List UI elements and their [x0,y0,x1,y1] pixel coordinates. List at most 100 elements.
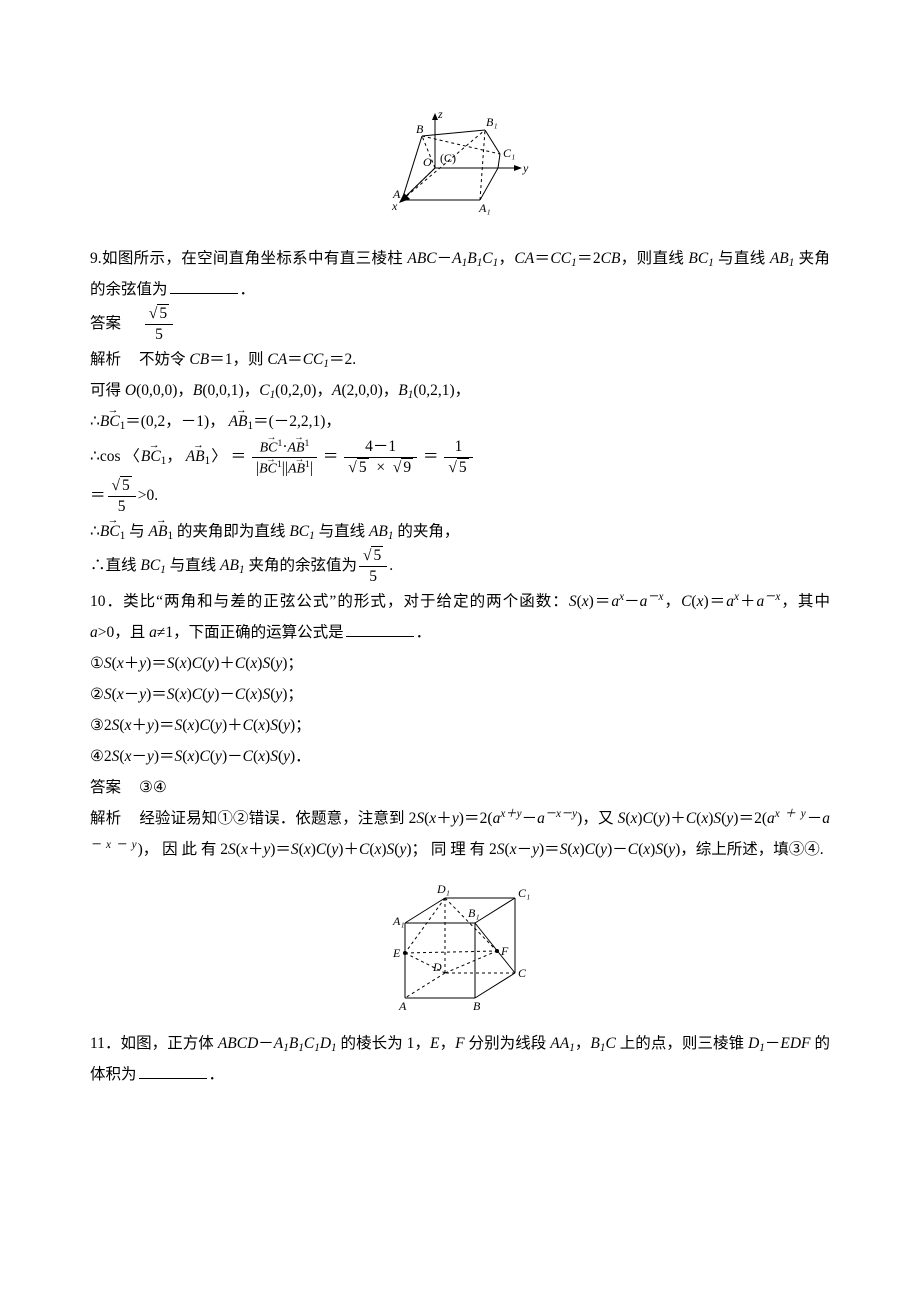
q9-eq: CA＝CC1＝2CB [514,250,620,267]
q9-line2a: 可得 [90,382,125,399]
q10-opt2: ②S(x－y)＝S(x)C(y)－C(x)S(y)； [90,679,830,710]
q9-line1: 不妨令 CB＝1，则 CA＝CC1＝2. [139,351,356,368]
lbl-C: (C) [440,151,456,165]
q9-stem-d: 与直线 [714,250,770,267]
l6a: ∴ [90,523,100,540]
q10-S: S(x)＝ax－a－x [569,593,664,610]
svg-text:D₁: D₁ [436,882,450,896]
q10-opt4: ④2S(x－y)＝S(x)C(y)－C(x)S(y)． [90,741,830,772]
cos-frac2: 4－1 5 × 9 [344,438,417,477]
q10-stem-a: 10．类比“两角和与差的正弦公式”的形式，对于给定的两个函数： [90,593,569,610]
q10-answer: 答案 ③④ [90,772,830,803]
cos-n3: 1 [444,438,472,458]
l6c: 的夹角即为直线 BC1 与直线 AB1 的夹角， [177,523,459,540]
vec-bc1: →BC1 [100,406,125,437]
q10-period: ． [416,624,432,641]
q11-period: ． [209,1066,225,1083]
q10-ans-text: ③④ [139,779,167,796]
svg-text:C₁: C₁ [518,886,530,900]
l7n: 5 [371,546,383,564]
lbl-B1: B₁ [486,115,498,129]
lbl-A1: A₁ [478,201,491,215]
svg-text:F: F [500,944,509,958]
q10-stem: 10．类比“两角和与差的正弦公式”的形式，对于给定的两个函数：S(x)＝ax－a… [90,586,830,648]
svg-text:B₁: B₁ [468,906,480,920]
q9-stem-b: ， [498,250,514,267]
q10-sol-body: 经验证易知①②错误．依题意，注意到 2S(x＋y)＝2(ax＋y－a－x－y)，… [90,810,830,858]
q9-blank [170,278,238,295]
q10-ans-label: 答案 [90,779,121,796]
l5n: 5 [120,476,132,494]
cos-d2b: 9 [401,458,413,476]
q9-period: ． [240,281,256,298]
q9-prism: ABC－A1B1C1 [407,250,498,267]
vec-ab1-b: →AB1 [186,437,211,477]
q9-sol-6: ∴→BC1 与 →AB1 的夹角即为直线 BC1 与直线 AB1 的夹角， [90,516,830,547]
lbl-C1: C₁ [503,146,515,160]
l7d: 5 [359,567,387,586]
q9-line3a: ∴ [90,413,100,430]
q11-stem: 11．如图，正方体 ABCD－A1B1C1D1 的棱长为 1，E，F 分别为线段… [90,1028,830,1090]
q9-ans-den: 5 [145,325,173,344]
q9-sol-5: ＝ 5 5 >0. [90,477,830,516]
svg-text:A: A [398,999,407,1013]
q9-comma: ， [166,448,182,465]
l5t: >0. [138,487,158,504]
lbl-x: x [391,199,398,213]
q9-ans-frac: 5 5 [145,305,173,344]
q9-sol-7: ∴直线 BC1 与直线 AB1 夹角的余弦值为 5 5 . [90,547,830,586]
fig11-svg: A B C D A₁ B₁ C₁ D₁ E F [375,873,545,1013]
lbl-B: B [416,122,424,136]
vec-ab1: →AB1 [229,406,254,437]
q9-stem-c: ，则直线 [620,250,688,267]
q9-line7-frac: 5 5 [359,547,387,586]
l7a: ∴直线 BC1 与直线 AB1 夹角的余弦值为 [90,557,357,574]
svg-text:D: D [432,960,442,974]
q10-opt1: ①S(x＋y)＝S(x)C(y)＋C(x)S(y)； [90,648,830,679]
q9-pts: O(0,0,0)，B(0,0,1)，C1(0,2,0)，A(2,0,0)，B1(… [125,382,470,399]
q9-BC1: BC1 [688,250,713,267]
q10-C: C(x)＝ax＋a－x [681,593,780,610]
answer-label: 答案 [90,315,121,332]
q9-sol-4: ∴cos →BC1， →AB1 ＝ →BC1·→AB1 |→BC1||→AB1|… [90,437,830,477]
q9-answer: 答案 5 5 [90,305,830,344]
eq1: ＝ [231,448,247,465]
lbl-z: z [437,108,443,121]
vec-ab1-c: →AB1 [149,516,174,547]
q9-line4a: ∴cos [90,448,124,465]
lbl-y: y [522,161,529,175]
l7t: . [389,557,393,574]
cos-num2: 4－1 [344,438,417,458]
svg-text:A₁: A₁ [392,914,405,928]
sol-label: 解析 [90,351,121,368]
eq3: ＝ [423,448,439,465]
q9-ans-num: 5 [157,304,169,322]
l6b: 与 [129,523,145,540]
q11-blank [139,1063,207,1080]
q9-vec-bc1-val: ＝(0,2，－1)， [125,413,224,430]
q9-AB1: AB1 [770,250,795,267]
fig9-svg: z y x B B₁ C₁ O (C) A A₁ [380,108,540,228]
q9-sol-2: 可得 O(0,0,0)，B(0,0,1)，C1(0,2,0)，A(2,0,0)，… [90,375,830,406]
q10-opt3: ③2S(x＋y)＝S(x)C(y)＋C(x)S(y)； [90,710,830,741]
q9-sol-1: 解析 不妨令 CB＝1，则 CA＝CC1＝2. [90,344,830,375]
q10-sol-label: 解析 [90,810,121,827]
q9-vec-ab1-val: ＝(－2,2,1)， [253,413,341,430]
q9-stem: 9.如图所示，在空间直角坐标系中有直三棱柱 ABC－A1B1C1，CA＝CC1＝… [90,243,830,305]
lbl-A: A [392,187,401,201]
q10-blank [346,620,414,637]
svg-text:E: E [392,946,401,960]
q9-stem-a: 9.如图所示，在空间直角坐标系中有直三棱柱 [90,250,407,267]
cos-d2a: 5 [357,458,369,476]
q10-sol: 解析经验证易知①②错误．依题意，注意到 2S(x＋y)＝2(ax＋y－a－x－y… [90,803,830,865]
cos-frac1: →BC1·→AB1 |→BC1||→AB1| [252,438,317,478]
cos-d3: 5 [457,458,469,476]
eq2: ＝ [323,448,339,465]
svg-text:B: B [473,999,481,1013]
lbl-O: O [423,155,432,169]
vec-bc1-c: →BC1 [100,516,125,547]
vec-bc1-b: →BC1 [141,437,166,477]
figure-q9: z y x B B₁ C₁ O (C) A A₁ [90,108,830,239]
cos-frac3: 1 5 [444,438,472,477]
figure-q11: A B C D A₁ B₁ C₁ D₁ E F [90,873,830,1024]
